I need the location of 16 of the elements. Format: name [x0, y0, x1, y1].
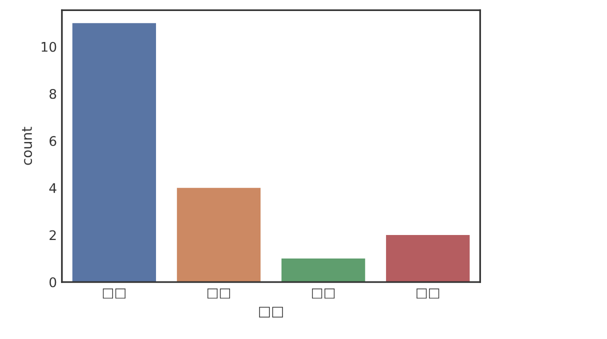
bar	[386, 234, 470, 282]
x-tick-label: □□	[207, 288, 230, 299]
y-tick-label: 2	[50, 230, 56, 240]
x-tick-label: □□	[102, 288, 126, 299]
x-axis-title: □□	[259, 306, 283, 318]
bar	[281, 258, 366, 282]
x-tick-label: □□	[416, 288, 440, 299]
y-tick-label: 8	[50, 88, 56, 99]
y-tick-label: 0	[50, 277, 56, 288]
bar	[176, 188, 261, 282]
y-axis-title: count	[22, 126, 32, 165]
x-tick-label: □□	[312, 288, 335, 299]
bar	[72, 23, 156, 282]
y-tick-label: 10	[42, 42, 56, 52]
y-tick-label: 6	[50, 136, 56, 146]
y-tick-label: 4	[49, 183, 56, 193]
